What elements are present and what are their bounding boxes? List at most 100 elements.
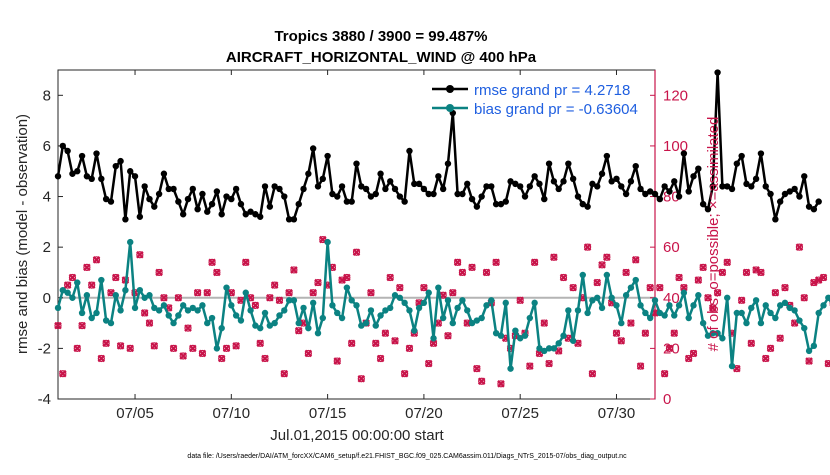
rmse-point <box>575 193 581 199</box>
bias-point <box>661 312 667 318</box>
bias-point <box>146 292 152 298</box>
x-tick-label: 07/15 <box>309 405 347 422</box>
obs-assimilated-point <box>724 259 730 265</box>
rmse-point <box>791 186 797 192</box>
obs-assimilated-point <box>743 269 749 275</box>
obs-assimilated-point <box>806 358 812 364</box>
bias-point <box>194 307 200 313</box>
bias-point <box>324 239 330 245</box>
y-tick-label-left: 8 <box>43 87 51 104</box>
rmse-point <box>89 176 95 182</box>
rmse-point <box>320 176 326 182</box>
y-tick-label-left: -2 <box>38 340 51 357</box>
rmse-point <box>584 203 590 209</box>
bias-point <box>551 345 557 351</box>
rmse-point <box>55 173 61 179</box>
rmse-point <box>695 166 701 172</box>
rmse-point <box>599 171 605 177</box>
bias-point <box>329 302 335 308</box>
bias-point <box>498 333 504 339</box>
y-tick-label-left: 2 <box>43 239 51 256</box>
bias-point <box>695 292 701 298</box>
rmse-point <box>257 214 263 220</box>
bias-point <box>464 307 470 313</box>
rmse-point <box>141 183 147 189</box>
rmse-point <box>671 178 677 184</box>
rmse-point <box>204 209 210 215</box>
rmse-point <box>464 181 470 187</box>
obs-assimilated-point <box>801 295 807 301</box>
rmse-point <box>233 186 239 192</box>
bias-point <box>79 310 85 316</box>
bias-point <box>594 295 600 301</box>
chart-title-line-2: AIRCRAFT_HORIZONTAL_WIND @ 400 hPa <box>226 49 537 66</box>
rmse-point <box>666 188 672 194</box>
obs-assimilated-point <box>662 371 668 377</box>
bias-point <box>84 292 90 298</box>
bias-point <box>772 315 778 321</box>
bias-point <box>175 312 181 318</box>
legend-bias-marker <box>446 104 454 112</box>
bias-point <box>397 295 403 301</box>
plot-area <box>58 70 655 399</box>
bias-point <box>315 330 321 336</box>
obs-assimilated-point <box>825 361 830 367</box>
bias-point <box>291 297 297 303</box>
bias-point <box>117 307 123 313</box>
bias-point <box>122 287 128 293</box>
rmse-point <box>469 196 475 202</box>
bias-point <box>488 297 494 303</box>
bias-point <box>180 302 186 308</box>
bias-point <box>676 302 682 308</box>
obs-assimilated-point <box>676 275 682 281</box>
bias-point <box>373 322 379 328</box>
bias-point <box>74 279 80 285</box>
rmse-point <box>79 153 85 159</box>
bias-point <box>204 320 210 326</box>
rmse-point <box>613 176 619 182</box>
legend-rmse-marker <box>446 85 454 93</box>
rmse-point <box>474 203 480 209</box>
bias-point <box>527 315 533 321</box>
bias-point <box>681 290 687 296</box>
rmse-point <box>324 153 330 159</box>
rmse-point <box>623 191 629 197</box>
bias-point <box>556 340 562 346</box>
rmse-point <box>536 181 542 187</box>
bias-point <box>560 333 566 339</box>
obs-assimilated-point <box>772 290 778 296</box>
bias-point <box>758 320 764 326</box>
bias-point <box>320 315 326 321</box>
rmse-point <box>430 191 436 197</box>
rmse-point <box>459 191 465 197</box>
rmse-point <box>156 191 162 197</box>
rmse-point <box>445 160 451 166</box>
rmse-point <box>117 158 123 164</box>
bias-point <box>459 297 465 303</box>
rmse-point <box>690 173 696 179</box>
bias-point <box>815 310 821 316</box>
rmse-point <box>546 160 552 166</box>
bias-point <box>806 348 812 354</box>
bias-point <box>156 307 162 313</box>
bias-point <box>228 302 234 308</box>
y-tick-label-right: 120 <box>663 87 688 104</box>
y-tick-label-right: 60 <box>663 239 680 256</box>
bias-point <box>344 284 350 290</box>
bias-point <box>570 338 576 344</box>
rmse-point <box>594 183 600 189</box>
bias-point <box>238 317 244 323</box>
y-axis-label-right: # of obs: o=possible; ×=assimilated <box>705 117 722 352</box>
rmse-point <box>517 183 523 189</box>
rmse-point <box>296 201 302 207</box>
rmse-point <box>122 216 128 222</box>
rmse-point <box>382 186 388 192</box>
bias-point <box>339 315 345 321</box>
obs-assimilated-point <box>739 297 745 303</box>
bias-point <box>377 312 383 318</box>
bias-point <box>522 333 528 339</box>
bias-point <box>209 315 215 321</box>
rmse-point <box>305 171 311 177</box>
bias-point <box>796 317 802 323</box>
bias-point <box>748 305 754 311</box>
